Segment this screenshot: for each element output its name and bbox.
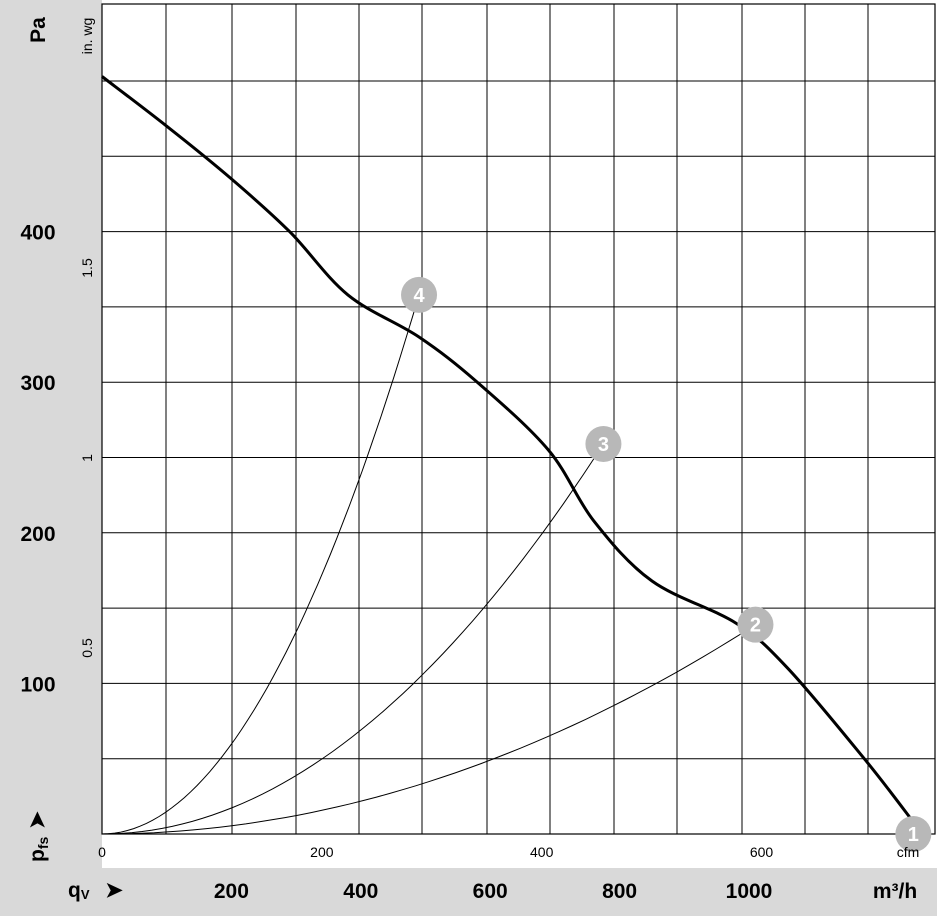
x-tick-label: 200	[214, 880, 249, 903]
y2-tick-label: 0.5	[79, 638, 95, 658]
x2-tick-label: 600	[750, 844, 774, 860]
y-tick-label: 300	[20, 372, 55, 395]
plot-frame	[101, 3, 936, 835]
operating-point-2	[737, 606, 774, 643]
operating-point-label-4: 4	[413, 285, 425, 307]
plot-background	[102, 0, 937, 868]
y2-unit-label: in. wg	[79, 18, 95, 55]
y-axis-symbol: pfs	[26, 837, 51, 862]
operating-point-1	[895, 816, 932, 852]
x-axis-band	[0, 868, 937, 916]
characteristic-curve	[101, 75, 915, 823]
system-curve-4	[101, 294, 420, 835]
x2-tick-label: 400	[530, 844, 554, 860]
pressure-curve-line	[101, 75, 915, 823]
x-tick-label: 1000	[726, 880, 773, 903]
y-tick-label: 200	[20, 523, 55, 546]
system-curve-3	[101, 443, 604, 835]
operating-point-label-3: 3	[598, 434, 609, 456]
operating-point-label-1: 1	[908, 824, 919, 846]
operating-point-4	[401, 276, 438, 313]
operating-point-3	[585, 425, 622, 462]
x2-tick-label: 0	[98, 844, 106, 860]
x-axis-symbol-main: q	[68, 879, 81, 902]
y2-tick-label: 1	[79, 454, 95, 462]
x2-tick-label: 200	[310, 844, 334, 860]
x-unit-label: m³/h	[873, 880, 917, 903]
y2-tick-label: 1.5	[79, 258, 95, 278]
grid	[101, 3, 936, 835]
operating-point-label-2: 2	[750, 615, 761, 637]
axis-labels: 100 200 300 400 Pa 0.5 1 1.5 in. wg pfs ➤ 200 400 600…	[20, 17, 919, 903]
operating-points: 4 3 2 1	[401, 276, 932, 852]
y-axis-arrow: ➤	[26, 811, 49, 829]
x2-unit-label: cfm	[897, 844, 920, 860]
system-curves	[101, 294, 756, 835]
y-axis-band	[0, 0, 102, 916]
y-tick-label: 100	[20, 673, 55, 696]
system-curve-2	[101, 624, 756, 835]
y-axis-symbol-main: p	[26, 849, 49, 862]
y-tick-label: 400	[20, 222, 55, 245]
x-tick-label: 800	[602, 880, 637, 903]
x-tick-label: 600	[473, 880, 508, 903]
x-axis-symbol-sub: V	[81, 887, 90, 902]
y-unit-label: Pa	[27, 17, 50, 43]
y-axis-symbol-sub: fs	[35, 837, 51, 850]
x-axis-arrow: ➤	[105, 879, 123, 902]
x-axis-symbol: qV	[68, 879, 90, 902]
x-tick-label: 400	[343, 880, 378, 903]
